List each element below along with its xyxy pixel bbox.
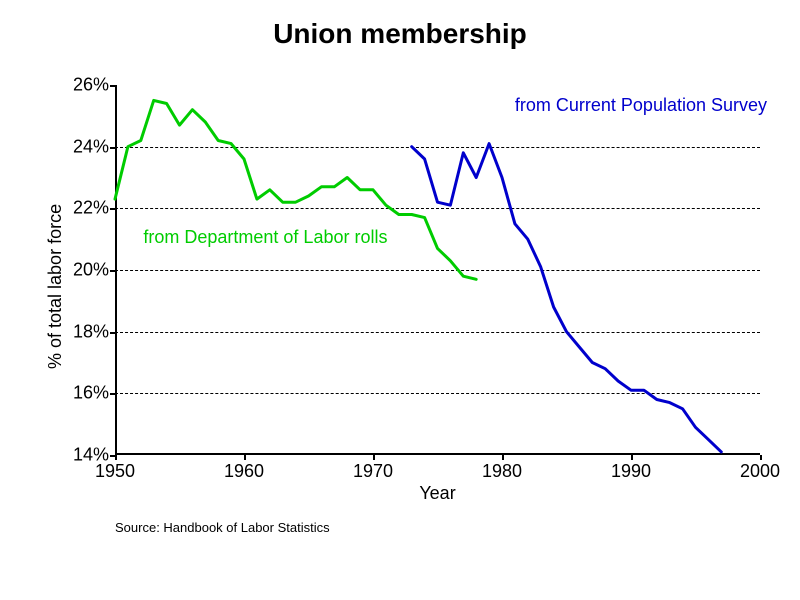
x-tick-mark — [373, 455, 375, 460]
chart-title: Union membership — [0, 18, 800, 50]
x-tick-mark — [244, 455, 246, 460]
y-axis-title: % of total labor force — [45, 204, 66, 369]
plot-area: 14%16%18%20%22%24%26% 195019601970198019… — [115, 85, 760, 455]
y-tick-label: 26% — [73, 75, 109, 96]
x-tick-label: 1950 — [95, 461, 135, 482]
series-label-dol: from Department of Labor rolls — [143, 227, 387, 248]
x-tick-mark — [115, 455, 117, 460]
series-dol — [115, 100, 476, 279]
x-tick-mark — [631, 455, 633, 460]
x-tick-label: 1980 — [482, 461, 522, 482]
y-tick-label: 22% — [73, 198, 109, 219]
y-tick-label: 16% — [73, 383, 109, 404]
y-tick-label: 24% — [73, 136, 109, 157]
x-axis-title: Year — [115, 483, 760, 504]
x-tick-mark — [502, 455, 504, 460]
source-note: Source: Handbook of Labor Statistics — [115, 520, 330, 535]
series-cps — [412, 144, 722, 452]
series-lines — [115, 85, 760, 455]
x-tick-label: 2000 — [740, 461, 780, 482]
y-tick-label: 18% — [73, 321, 109, 342]
x-tick-mark — [760, 455, 762, 460]
chart-container: { "title": { "text": "Union membership",… — [0, 0, 800, 600]
x-tick-label: 1990 — [611, 461, 651, 482]
series-label-cps: from Current Population Survey — [515, 95, 767, 116]
x-tick-label: 1960 — [224, 461, 264, 482]
y-tick-label: 20% — [73, 260, 109, 281]
x-tick-label: 1970 — [353, 461, 393, 482]
